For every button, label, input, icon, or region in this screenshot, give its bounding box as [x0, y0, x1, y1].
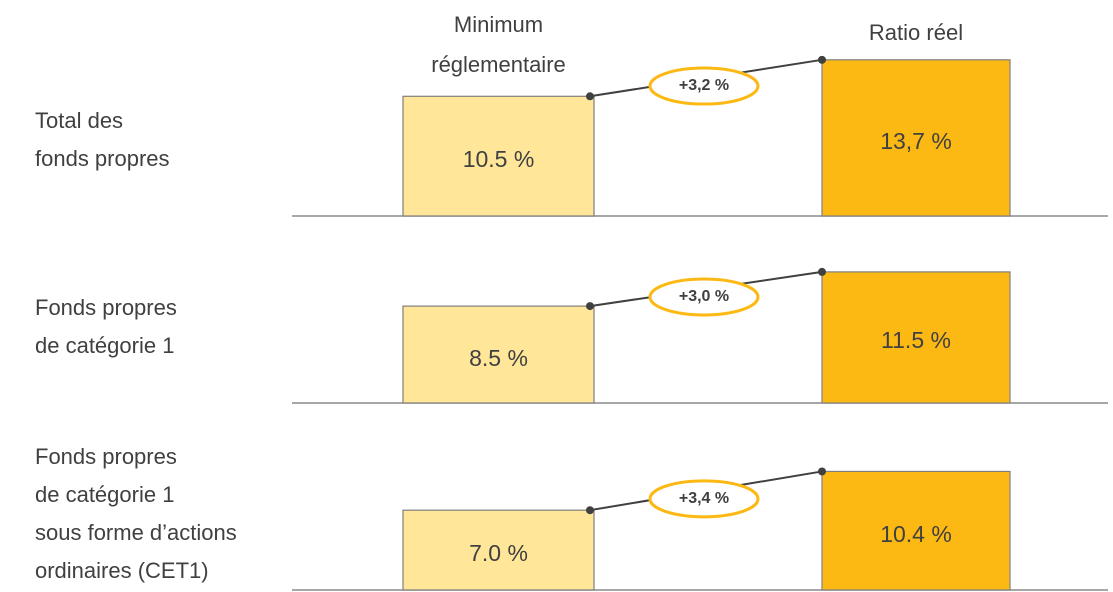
- value-label: 8.5 %: [469, 344, 528, 371]
- column-header: Ratio réel: [868, 20, 964, 45]
- value-label: 10.5 %: [462, 146, 535, 173]
- connector-dot: [586, 92, 594, 101]
- difference-badge: [648, 277, 760, 317]
- connector-dot: [586, 506, 594, 515]
- bar: [402, 95, 595, 217]
- connector-dot: [818, 55, 826, 64]
- row-label: Total des fonds propres: [35, 108, 170, 171]
- bar: [402, 509, 595, 591]
- difference-badge: [648, 66, 760, 106]
- row-label: Fonds propres de catégorie 1: [35, 295, 177, 358]
- row-label: Fonds propres de catégorie 1 sous forme …: [35, 444, 237, 583]
- bar: [821, 271, 1011, 404]
- difference-label: +3,0 %: [678, 288, 730, 305]
- difference-badge: [648, 479, 760, 519]
- bar: [821, 59, 1011, 217]
- value-label: 11.5 %: [881, 327, 951, 354]
- connector-dot: [586, 302, 594, 311]
- value-label: 10.4 %: [880, 520, 952, 547]
- column-header: Minimum réglementaire: [431, 12, 566, 77]
- connector-dot: [818, 267, 826, 276]
- bar: [402, 305, 595, 404]
- bar: [821, 470, 1011, 591]
- difference-label: +3,4 %: [678, 489, 730, 507]
- connector-dot: [818, 467, 826, 476]
- value-label: 13,7 %: [880, 127, 952, 154]
- value-label: 7.0 %: [469, 540, 528, 567]
- difference-label: +3,2 %: [678, 77, 730, 95]
